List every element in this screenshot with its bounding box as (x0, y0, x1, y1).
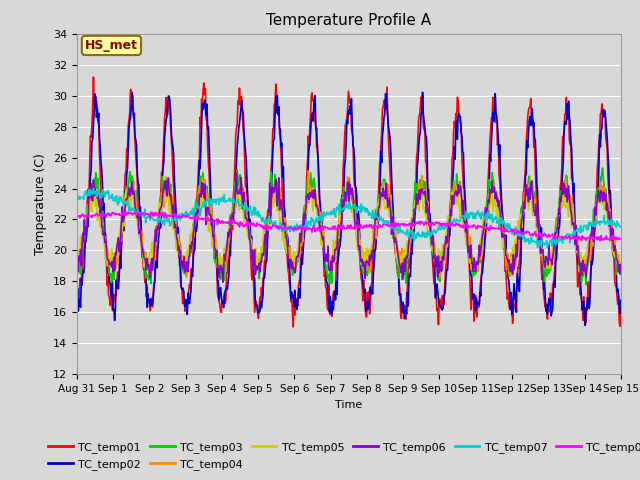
TC_temp05 (145, 271, 152, 277)
TC_temp07 (83, 191, 90, 197)
TC_temp05 (417, 200, 424, 206)
TC_temp08 (416, 219, 424, 225)
TC_temp07 (223, 198, 231, 204)
TC_temp02 (415, 143, 422, 148)
TC_temp02 (73, 306, 81, 312)
TC_temp02 (139, 249, 147, 255)
TC_temp04 (416, 188, 424, 193)
TC_temp07 (617, 224, 625, 230)
TC_temp06 (73, 271, 81, 276)
TC_temp08 (73, 213, 81, 219)
TC_temp06 (139, 246, 147, 252)
Line: TC_temp03: TC_temp03 (77, 168, 621, 285)
TC_temp03 (139, 254, 147, 260)
TC_temp05 (433, 263, 440, 268)
TC_temp05 (224, 235, 232, 241)
TC_temp04 (436, 275, 444, 280)
TC_temp08 (120, 209, 127, 215)
Title: Temperature Profile A: Temperature Profile A (266, 13, 431, 28)
TC_temp04 (223, 243, 230, 249)
Line: TC_temp07: TC_temp07 (77, 188, 621, 248)
TC_temp04 (431, 251, 439, 257)
TC_temp03 (194, 192, 202, 197)
TC_temp07 (431, 230, 439, 236)
TC_temp05 (617, 261, 625, 266)
Text: HS_met: HS_met (85, 39, 138, 52)
TC_temp06 (219, 279, 227, 285)
TC_temp06 (433, 256, 440, 262)
TC_temp07 (73, 195, 81, 201)
Line: TC_temp08: TC_temp08 (77, 212, 621, 241)
TC_temp04 (83, 220, 90, 226)
TC_temp03 (431, 263, 438, 268)
TC_temp02 (617, 297, 625, 303)
TC_temp04 (139, 244, 147, 250)
TC_temp08 (431, 220, 439, 226)
TC_temp07 (543, 245, 551, 251)
TC_temp04 (73, 259, 81, 265)
TC_temp03 (617, 271, 625, 277)
TC_temp04 (305, 168, 312, 174)
TC_temp05 (199, 179, 207, 185)
TC_temp01 (223, 270, 231, 276)
TC_temp08 (617, 236, 625, 241)
TC_temp02 (83, 232, 90, 238)
TC_temp05 (195, 201, 202, 207)
TC_temp07 (416, 232, 424, 238)
TC_temp02 (431, 295, 439, 301)
TC_temp05 (83, 220, 90, 226)
Y-axis label: Temperature (C): Temperature (C) (35, 153, 47, 255)
TC_temp01 (617, 304, 625, 310)
TC_temp01 (140, 266, 147, 272)
TC_temp01 (90, 74, 97, 80)
TC_temp07 (90, 185, 97, 191)
TC_temp02 (223, 284, 230, 289)
TC_temp07 (195, 204, 202, 210)
X-axis label: Time: Time (335, 400, 362, 409)
TC_temp02 (419, 89, 426, 95)
TC_temp03 (582, 282, 590, 288)
Legend: TC_temp01, TC_temp02, TC_temp03, TC_temp04, TC_temp05, TC_temp06, TC_temp07, TC_: TC_temp01, TC_temp02, TC_temp03, TC_temp… (44, 438, 640, 474)
TC_temp01 (289, 324, 297, 330)
TC_temp06 (617, 262, 625, 267)
TC_temp04 (617, 261, 625, 266)
TC_temp08 (596, 238, 604, 244)
TC_temp01 (83, 216, 90, 222)
TC_temp01 (433, 293, 440, 299)
TC_temp06 (83, 228, 90, 234)
Line: TC_temp04: TC_temp04 (77, 171, 621, 277)
TC_temp01 (73, 303, 81, 309)
TC_temp06 (232, 170, 240, 176)
TC_temp02 (581, 323, 589, 328)
TC_temp06 (194, 202, 202, 207)
TC_temp06 (223, 238, 231, 243)
TC_temp03 (415, 181, 422, 187)
TC_temp08 (83, 213, 90, 219)
TC_temp08 (223, 220, 231, 226)
TC_temp02 (194, 200, 202, 206)
TC_temp05 (73, 262, 81, 268)
Line: TC_temp01: TC_temp01 (77, 77, 621, 327)
TC_temp05 (139, 244, 147, 250)
TC_temp03 (83, 204, 90, 210)
TC_temp08 (195, 216, 202, 222)
TC_temp08 (140, 211, 147, 217)
Line: TC_temp05: TC_temp05 (77, 182, 621, 274)
Line: TC_temp06: TC_temp06 (77, 173, 621, 282)
TC_temp07 (140, 212, 147, 218)
TC_temp06 (417, 196, 424, 202)
TC_temp01 (195, 161, 202, 167)
Line: TC_temp02: TC_temp02 (77, 92, 621, 325)
TC_temp03 (223, 260, 230, 265)
TC_temp01 (417, 105, 424, 110)
TC_temp03 (73, 270, 81, 276)
TC_temp04 (194, 208, 202, 214)
TC_temp03 (599, 165, 607, 171)
